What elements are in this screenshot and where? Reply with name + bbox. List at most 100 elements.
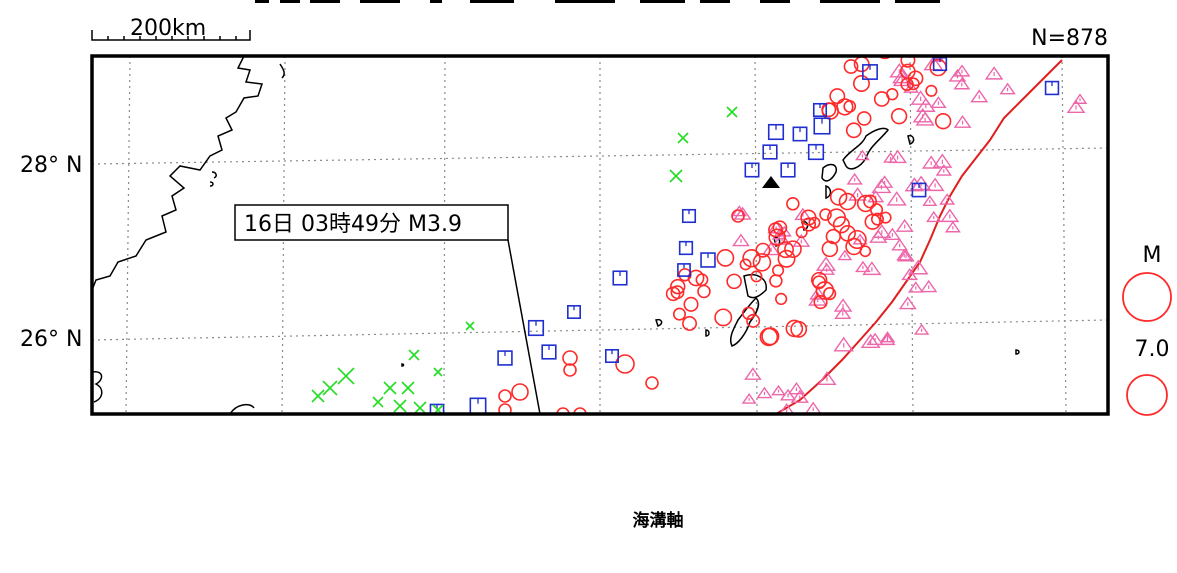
event-circle [683, 296, 699, 312]
scale-bar-label: 200km [130, 16, 206, 41]
event-triangle [892, 72, 912, 87]
event-circle [511, 383, 529, 401]
event-circle [925, 84, 938, 97]
event-triangle [790, 389, 809, 403]
event-circle [769, 274, 783, 288]
event-circle [890, 107, 908, 125]
event-circle [801, 217, 817, 232]
event-circle [843, 100, 857, 113]
event-circle [843, 59, 859, 74]
event-circle [870, 212, 884, 226]
event-circle [847, 229, 867, 250]
event-triangle [903, 81, 920, 93]
event-triangle [925, 177, 945, 192]
event-cross [677, 132, 689, 144]
event-circle [838, 192, 857, 211]
event-triangle [787, 381, 806, 395]
event-triangle [895, 218, 914, 232]
coastline [92, 56, 1020, 414]
event-circle [832, 216, 850, 234]
event-circle [810, 271, 828, 289]
event-circle [750, 270, 763, 283]
event-triangle [732, 233, 750, 247]
annotation-label: 16日 03時49分 M3.9 [244, 212, 462, 237]
event-triangle [761, 241, 781, 256]
event-circle [726, 273, 742, 290]
event-circle [742, 248, 761, 268]
event-triangle [939, 193, 956, 205]
event-circle [900, 56, 916, 68]
event-triangle [794, 207, 812, 221]
event-circle [879, 211, 892, 224]
event-triangle [922, 195, 938, 207]
lat-label-26n: 26° N [20, 327, 82, 352]
map-frame [90, 54, 1110, 416]
trench-caption: 海溝軸 [633, 510, 684, 531]
event-triangle [815, 256, 837, 271]
event-triangle [916, 97, 936, 112]
event-triangle [897, 248, 915, 262]
event-circle [759, 327, 779, 347]
event-triangle [756, 386, 773, 399]
event-circle [934, 113, 952, 130]
event-triangle [912, 107, 933, 123]
event-circle [777, 249, 796, 268]
event-circle [682, 316, 698, 331]
trench-axis-line [775, 59, 1063, 414]
event-circle [768, 228, 786, 246]
event-triangle [818, 262, 835, 275]
event-circle [845, 122, 862, 139]
event-triangle [907, 281, 924, 293]
event-triangle [910, 90, 931, 105]
event-triangle [879, 333, 896, 346]
event-circle [755, 242, 771, 258]
event-triangle [883, 152, 898, 163]
event-triangle [871, 178, 892, 194]
event-cross [383, 381, 397, 395]
event-cross [337, 367, 355, 385]
legend-circle-medium [1126, 374, 1168, 416]
magnitude-legend: M 7.0 [1122, 243, 1172, 416]
event-triangle [855, 260, 871, 273]
event-circle [645, 376, 659, 390]
event-circle [716, 249, 735, 267]
event-circle [836, 98, 854, 116]
event-circle [615, 354, 635, 374]
event-circle [563, 363, 577, 377]
event-circle [823, 287, 837, 301]
event-circle [825, 228, 841, 245]
event-circle [863, 194, 878, 209]
scale-bar [91, 30, 251, 41]
lat-label-28n: 28° N [20, 153, 82, 178]
event-circle [800, 209, 817, 226]
event-circle [697, 284, 711, 299]
event-circle [498, 389, 512, 403]
map-title-fragment [255, 0, 940, 3]
event-cross [413, 401, 427, 414]
event-circle [873, 91, 890, 107]
event-triangle [948, 68, 967, 82]
event-triangle [898, 296, 917, 310]
event-circle [746, 313, 761, 328]
event-circle [827, 208, 847, 228]
event-circle [670, 278, 686, 295]
event-circle [856, 194, 875, 213]
event-circle [498, 403, 512, 414]
event-triangle [872, 224, 892, 239]
event-annotation: 16日 03時49分 M3.9 [234, 204, 509, 241]
event-triangle [866, 332, 884, 346]
event-circle [790, 320, 808, 338]
event-triangle [817, 371, 837, 386]
event-cross [372, 396, 384, 408]
event-triangle [875, 175, 894, 188]
legend-title: M [1143, 243, 1162, 268]
event-circle [772, 264, 785, 277]
event-triangle [886, 191, 907, 206]
event-triangle [833, 336, 855, 352]
event-circle [752, 253, 772, 272]
mainshock-marker [762, 176, 780, 188]
event-triangle [779, 403, 795, 414]
event-triangle [891, 238, 909, 251]
event-circle [731, 209, 745, 223]
event-cross [465, 321, 475, 331]
